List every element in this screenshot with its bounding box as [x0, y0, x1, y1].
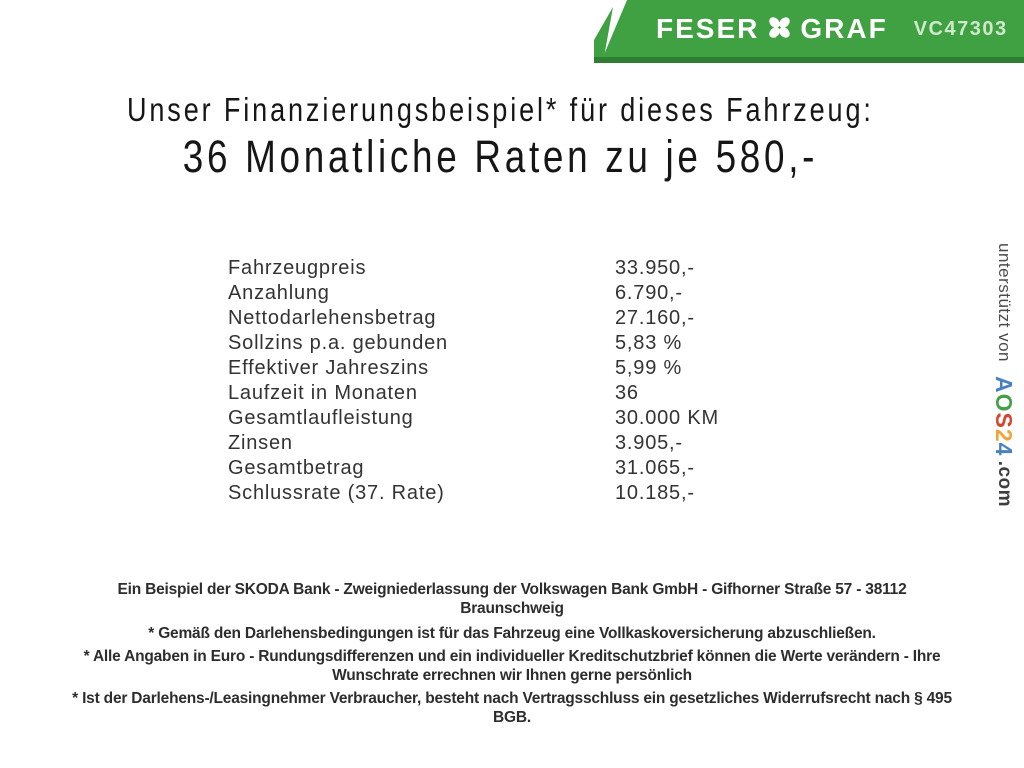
aos24-letter: 4: [991, 442, 1017, 457]
page-title: Unser Finanzierungsbeispiel* für dieses …: [0, 90, 1000, 182]
footer-note-vollkasko: * Gemäß den Darlehensbedingungen ist für…: [148, 625, 876, 642]
watermark-prefix: unterstützt von: [995, 243, 1014, 368]
ribbon-sliver: [594, 7, 613, 57]
finance-label: Gesamtbetrag: [228, 457, 365, 479]
finance-label: Fahrzeugpreis: [228, 257, 367, 279]
finance-value: 5,83 %: [615, 332, 683, 354]
finance-row: Effektiver Jahreszins 5,99 %: [228, 356, 788, 381]
footer-bank-line: Ein Beispiel der SKODA Bank - Zweigniede…: [117, 581, 907, 617]
aos24-letter: O: [991, 393, 1017, 413]
aos24-letter: S: [991, 412, 1017, 430]
aos24-letter: 2: [991, 429, 1017, 443]
finance-row: Fahrzeugpreis 33.950,-: [228, 256, 788, 281]
finance-value: 3.905,-: [615, 432, 683, 454]
ribbon-main: [603, 0, 1024, 57]
finance-row: Sollzins p.a. gebunden 5,83 %: [228, 331, 788, 356]
vehicle-code: VC47303: [913, 17, 1008, 40]
brand-banner: FESER GRAF VC47303: [594, 0, 1024, 63]
finance-label: Anzahlung: [228, 282, 330, 304]
clover-icon: [769, 17, 791, 39]
aos24-logo: AOS24: [991, 376, 1017, 456]
finance-label: Sollzins p.a. gebunden: [228, 332, 448, 354]
finance-row: Anzahlung 6.790,-: [228, 281, 788, 306]
finance-value: 6.790,-: [615, 282, 683, 304]
finance-value: 30.000 KM: [615, 407, 719, 429]
finance-row: Nettodarlehensbetrag 27.160,-: [228, 306, 788, 331]
finance-row: Schlussrate (37. Rate) 10.185,-: [228, 481, 788, 506]
banner-content: FESER GRAF VC47303: [594, 0, 1024, 57]
finance-value: 5,99 %: [615, 357, 683, 379]
finance-value: 31.065,-: [615, 457, 695, 479]
ribbon-shadow: [600, 57, 1024, 63]
aos24-letter: A: [991, 376, 1017, 394]
finance-value: 27.160,-: [615, 307, 695, 329]
watermark-suffix: .com: [994, 460, 1015, 508]
finance-table: Fahrzeugpreis 33.950,- Anzahlung 6.790,- N…: [228, 256, 788, 506]
finance-row: Zinsen 3.905,-: [228, 431, 788, 456]
finance-label: Schlussrate (37. Rate): [228, 482, 445, 504]
finance-value: 10.185,-: [615, 482, 695, 504]
finance-row: Gesamtlaufleistung 30.000 KM: [228, 406, 788, 431]
finance-label: Nettodarlehensbetrag: [228, 307, 437, 329]
brand-name-graf: GRAF: [800, 12, 888, 44]
title-line-2: 36 Monatliche Raten zu je 580,-: [182, 131, 818, 182]
finance-label: Effektiver Jahreszins: [228, 357, 429, 379]
finance-label: Gesamtlaufleistung: [228, 407, 414, 429]
footer-note-widerruf: * Ist der Darlehens-/Leasingnehmer Verbr…: [72, 690, 952, 726]
finance-row: Laufzeit in Monaten 36: [228, 381, 788, 406]
watermark-vertical: unterstützt von AOS24 .com: [990, 243, 1017, 543]
finance-row: Gesamtbetrag 31.065,-: [228, 456, 788, 481]
finance-label: Laufzeit in Monaten: [228, 382, 418, 404]
banner-ribbon-shape: [594, 0, 1024, 63]
finance-value: 36: [615, 382, 639, 404]
footer-note-euro: * Alle Angaben in Euro - Rundungsdiffere…: [83, 648, 941, 684]
title-line-1: Unser Finanzierungsbeispiel* für dieses …: [126, 91, 874, 128]
brand-name-feser: FESER: [656, 12, 760, 44]
finance-value: 33.950,-: [615, 257, 695, 279]
footer-disclaimer: Ein Beispiel der SKODA Bank - Zweigniede…: [0, 580, 1024, 731]
finance-label: Zinsen: [228, 432, 293, 454]
